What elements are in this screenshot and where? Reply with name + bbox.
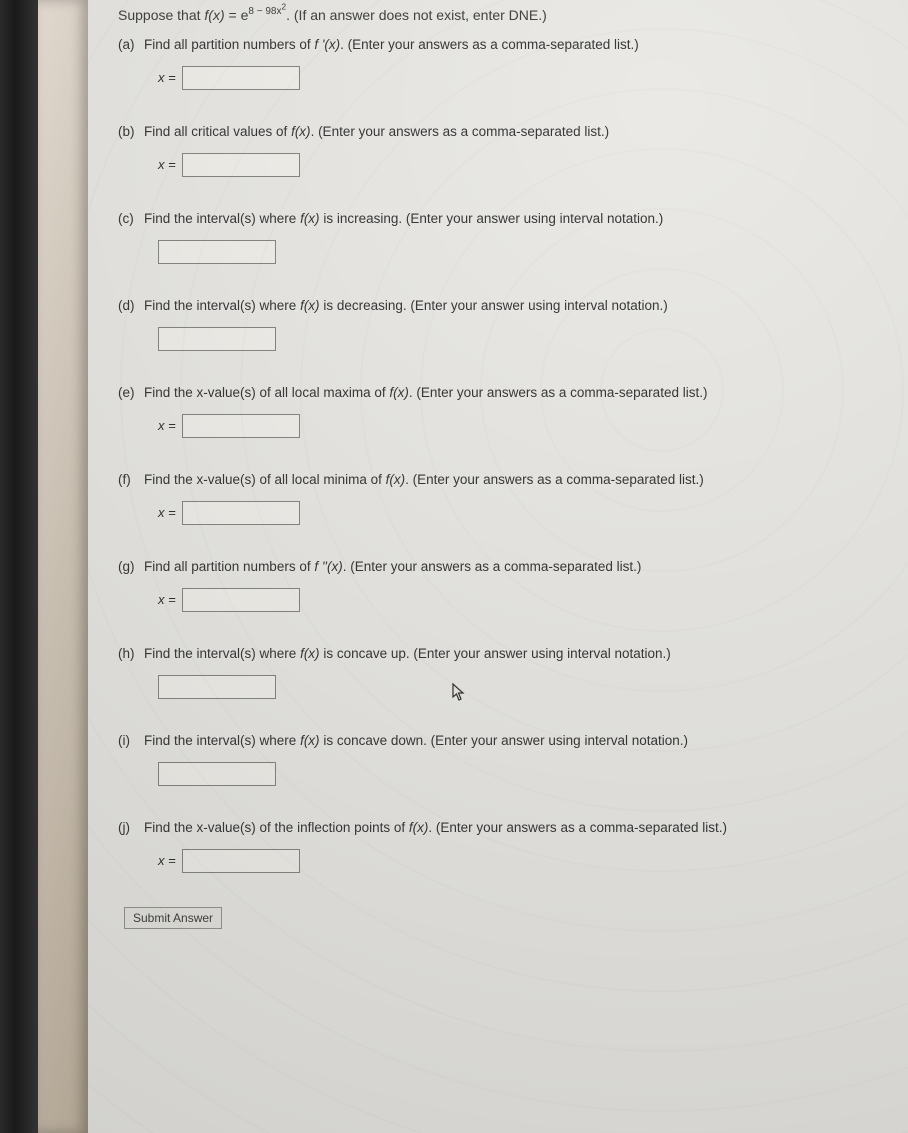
part-e: (e)Find the x-value(s) of all local maxi… (118, 385, 884, 438)
part-prompt: (i)Find the interval(s) where f(x) is co… (118, 733, 884, 748)
intro-fx: f(x) (204, 7, 224, 23)
answer-input-h[interactable] (158, 675, 276, 699)
question-page: Suppose that f(x) = e8 − 98x2. (If an an… (88, 0, 908, 1133)
part-label: (e) (118, 385, 144, 400)
part-prompt: (g)Find all partition numbers of f ''(x)… (118, 559, 884, 574)
part-prompt: (a)Find all partition numbers of f '(x).… (118, 37, 884, 52)
part-label: (g) (118, 559, 144, 574)
answer-input-j[interactable] (182, 849, 300, 873)
part-text-before: Find all partition numbers of (144, 37, 314, 52)
part-text-before: Find the x-value(s) of the inflection po… (144, 820, 409, 835)
part-prompt: (e)Find the x-value(s) of all local maxi… (118, 385, 884, 400)
submit-answer-button[interactable]: Submit Answer (124, 907, 222, 929)
part-function: f(x) (300, 646, 320, 661)
part-text-before: Find all critical values of (144, 124, 291, 139)
part-i: (i)Find the interval(s) where f(x) is co… (118, 733, 884, 786)
part-function: f(x) (300, 733, 320, 748)
part-text-after: is decreasing. (Enter your answer using … (320, 298, 668, 313)
part-function: f(x) (409, 820, 429, 835)
answer-input-f[interactable] (182, 501, 300, 525)
part-function: f '(x) (314, 37, 340, 52)
answer-row: x = (158, 414, 884, 438)
answer-row: x = (158, 66, 884, 90)
part-function: f ''(x) (314, 559, 342, 574)
answer-row (158, 327, 884, 351)
part-text-before: Find the interval(s) where (144, 298, 300, 313)
part-function: f(x) (300, 211, 320, 226)
part-prompt: (j)Find the x-value(s) of the inflection… (118, 820, 884, 835)
part-b: (b)Find all critical values of f(x). (En… (118, 124, 884, 177)
submit-row: Submit Answer (124, 907, 884, 929)
part-g: (g)Find all partition numbers of f ''(x)… (118, 559, 884, 612)
part-label: (h) (118, 646, 144, 661)
part-prompt: (c)Find the interval(s) where f(x) is in… (118, 211, 884, 226)
problem-intro: Suppose that f(x) = e8 − 98x2. (If an an… (118, 2, 884, 23)
x-equals-label: x = (158, 853, 176, 868)
part-text-after: is concave down. (Enter your answer usin… (320, 733, 688, 748)
part-text-before: Find the interval(s) where (144, 646, 300, 661)
intro-suffix: . (If an answer does not exist, enter DN… (286, 7, 547, 23)
answer-input-b[interactable] (182, 153, 300, 177)
part-label: (f) (118, 472, 144, 487)
part-f: (f)Find the x-value(s) of all local mini… (118, 472, 884, 525)
part-function: f(x) (300, 298, 320, 313)
answer-row (158, 762, 884, 786)
photo-dark-edge (0, 0, 38, 1133)
x-equals-label: x = (158, 592, 176, 607)
answer-input-i[interactable] (158, 762, 276, 786)
part-text-after: is concave up. (Enter your answer using … (320, 646, 671, 661)
part-label: (b) (118, 124, 144, 139)
part-text-after: . (Enter your answers as a comma-separat… (311, 124, 610, 139)
page-behind-peek (38, 0, 88, 1133)
answer-row (158, 675, 884, 699)
intro-exponent: 8 − 98x2 (248, 6, 286, 17)
part-label: (i) (118, 733, 144, 748)
part-d: (d)Find the interval(s) where f(x) is de… (118, 298, 884, 351)
answer-row: x = (158, 588, 884, 612)
part-text-after: . (Enter your answers as a comma-separat… (409, 385, 708, 400)
part-function: f(x) (389, 385, 409, 400)
part-text-before: Find the x-value(s) of all local maxima … (144, 385, 389, 400)
part-text-after: . (Enter your answers as a comma-separat… (428, 820, 727, 835)
answer-row: x = (158, 849, 884, 873)
part-text-after: . (Enter your answers as a comma-separat… (405, 472, 704, 487)
part-prompt: (h)Find the interval(s) where f(x) is co… (118, 646, 884, 661)
parts-container: (a)Find all partition numbers of f '(x).… (118, 37, 884, 873)
answer-input-e[interactable] (182, 414, 300, 438)
answer-input-d[interactable] (158, 327, 276, 351)
x-equals-label: x = (158, 505, 176, 520)
part-h: (h)Find the interval(s) where f(x) is co… (118, 646, 884, 699)
answer-input-g[interactable] (182, 588, 300, 612)
answer-input-a[interactable] (182, 66, 300, 90)
part-prompt: (b)Find all critical values of f(x). (En… (118, 124, 884, 139)
part-function: f(x) (291, 124, 311, 139)
answer-input-c[interactable] (158, 240, 276, 264)
part-text-after: . (Enter your answers as a comma-separat… (340, 37, 639, 52)
part-label: (d) (118, 298, 144, 313)
part-text-before: Find the x-value(s) of all local minima … (144, 472, 386, 487)
x-equals-label: x = (158, 418, 176, 433)
answer-row: x = (158, 153, 884, 177)
part-function: f(x) (386, 472, 406, 487)
part-text-after: is increasing. (Enter your answer using … (320, 211, 664, 226)
part-label: (c) (118, 211, 144, 226)
part-label: (j) (118, 820, 144, 835)
answer-row (158, 240, 884, 264)
part-j: (j)Find the x-value(s) of the inflection… (118, 820, 884, 873)
part-c: (c)Find the interval(s) where f(x) is in… (118, 211, 884, 264)
part-a: (a)Find all partition numbers of f '(x).… (118, 37, 884, 90)
intro-prefix: Suppose that (118, 7, 204, 23)
intro-eq: = e (225, 7, 249, 23)
x-equals-label: x = (158, 70, 176, 85)
part-prompt: (d)Find the interval(s) where f(x) is de… (118, 298, 884, 313)
part-text-before: Find the interval(s) where (144, 211, 300, 226)
answer-row: x = (158, 501, 884, 525)
x-equals-label: x = (158, 157, 176, 172)
part-prompt: (f)Find the x-value(s) of all local mini… (118, 472, 884, 487)
part-text-before: Find the interval(s) where (144, 733, 300, 748)
part-text-before: Find all partition numbers of (144, 559, 314, 574)
part-label: (a) (118, 37, 144, 52)
part-text-after: . (Enter your answers as a comma-separat… (343, 559, 642, 574)
